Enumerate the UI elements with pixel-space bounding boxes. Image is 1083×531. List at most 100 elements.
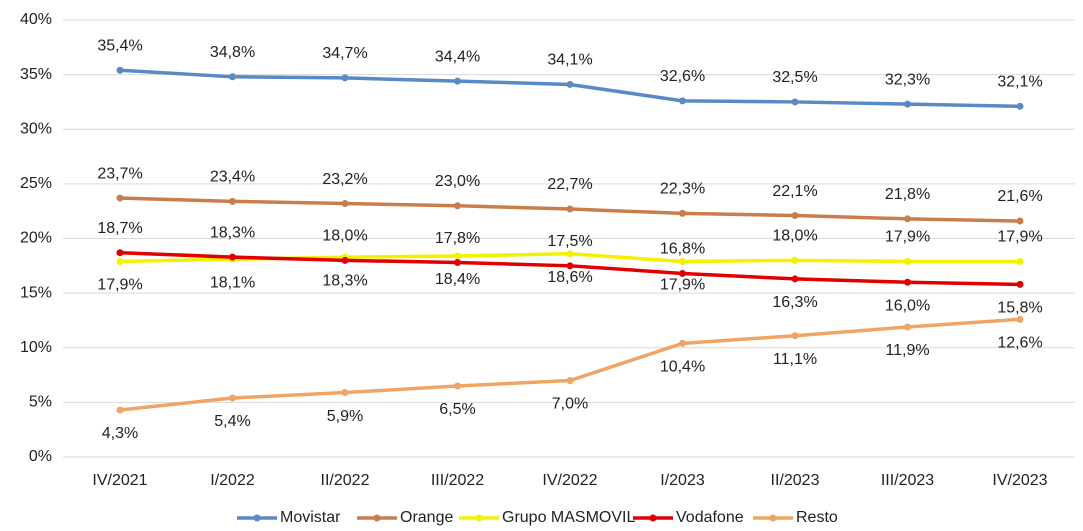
data-label: 35,4% — [97, 37, 142, 54]
data-point — [679, 209, 686, 217]
data-label: 34,7% — [322, 45, 367, 62]
x-tick-label: III/2022 — [431, 472, 484, 489]
data-point — [1016, 102, 1024, 110]
x-tick-label: II/2022 — [321, 472, 370, 489]
y-tick-label: 30% — [20, 120, 52, 137]
data-point — [904, 278, 911, 286]
data-label: 18,1% — [210, 274, 255, 291]
data-label: 16,0% — [885, 297, 930, 314]
legend-label: Movistar — [280, 509, 341, 526]
data-label: 21,6% — [997, 188, 1042, 205]
data-label: 23,7% — [97, 165, 142, 182]
data-point — [454, 252, 461, 260]
data-point — [1016, 257, 1024, 265]
data-point — [566, 80, 574, 88]
data-point — [454, 202, 461, 210]
data-point — [116, 257, 124, 265]
data-label: 18,6% — [547, 269, 592, 286]
data-point — [341, 389, 349, 397]
data-label: 23,0% — [435, 173, 480, 190]
legend-marker — [373, 514, 381, 522]
data-label: 10,4% — [660, 359, 705, 376]
data-label: 4,3% — [102, 425, 138, 442]
data-point — [454, 259, 461, 267]
data-label: 21,8% — [885, 186, 930, 203]
data-label: 18,3% — [322, 272, 367, 289]
data-point — [229, 253, 236, 261]
data-point — [1016, 280, 1024, 288]
x-tick-label: I/2022 — [210, 472, 255, 489]
data-label: 5,4% — [214, 413, 250, 430]
data-point — [791, 212, 799, 220]
data-point — [679, 269, 686, 277]
data-point — [116, 66, 124, 74]
data-label: 18,0% — [772, 228, 817, 245]
data-point — [116, 406, 124, 414]
data-label: 17,9% — [885, 229, 930, 246]
data-label: 6,5% — [439, 401, 475, 418]
y-tick-label: 20% — [20, 230, 52, 247]
data-point — [904, 257, 911, 265]
data-label: 32,1% — [997, 74, 1042, 91]
data-label: 16,8% — [660, 241, 705, 258]
y-tick-label: 35% — [20, 66, 52, 83]
data-label: 32,5% — [772, 69, 817, 86]
data-label: 32,3% — [885, 71, 930, 88]
data-label: 18,3% — [210, 224, 255, 241]
data-point — [116, 249, 124, 257]
data-point — [679, 339, 686, 347]
data-point — [566, 205, 574, 213]
legend-marker — [475, 514, 483, 522]
legend-label: Grupo MASMOVIL — [502, 509, 635, 526]
x-tick-label: IV/2022 — [542, 472, 597, 489]
x-tick-label: I/2023 — [660, 472, 705, 489]
data-label: 18,7% — [97, 220, 142, 237]
data-point — [679, 97, 686, 105]
y-tick-label: 25% — [20, 175, 52, 192]
data-point — [566, 250, 574, 258]
y-tick-label: 10% — [20, 339, 52, 356]
data-label: 34,1% — [547, 52, 592, 69]
data-label: 17,9% — [660, 277, 705, 294]
data-point — [116, 194, 124, 202]
x-tick-label: III/2023 — [881, 472, 934, 489]
data-label: 16,3% — [772, 294, 817, 311]
data-label: 32,6% — [660, 68, 705, 85]
data-label: 22,3% — [660, 181, 705, 198]
data-point — [341, 74, 349, 82]
data-point — [791, 256, 799, 264]
data-label: 17,9% — [97, 277, 142, 294]
data-label: 12,6% — [997, 335, 1042, 352]
data-label: 5,9% — [327, 408, 363, 425]
data-point — [454, 382, 461, 390]
data-label: 22,7% — [547, 176, 592, 193]
data-label: 11,9% — [885, 342, 929, 359]
legend-label: Vodafone — [676, 509, 744, 526]
data-label: 18,0% — [322, 228, 367, 245]
y-tick-label: 40% — [20, 11, 52, 28]
data-label: 17,9% — [997, 229, 1042, 246]
y-tick-label: 0% — [29, 448, 52, 465]
data-label: 23,2% — [322, 171, 367, 188]
data-point — [1016, 315, 1024, 323]
data-label: 15,8% — [997, 300, 1042, 317]
data-point — [454, 77, 461, 85]
data-label: 18,4% — [435, 271, 480, 288]
data-point — [566, 262, 574, 270]
data-label: 23,4% — [210, 169, 255, 186]
data-point — [566, 377, 574, 385]
legend-label: Resto — [796, 509, 838, 526]
data-point — [229, 197, 236, 205]
data-point — [791, 275, 799, 283]
data-label: 7,0% — [552, 396, 588, 413]
data-label: 34,4% — [435, 48, 480, 65]
data-point — [341, 256, 349, 264]
data-point — [791, 332, 799, 340]
data-label: 11,1% — [773, 351, 817, 368]
data-point — [341, 200, 349, 208]
data-label: 17,5% — [547, 233, 592, 250]
data-point — [791, 98, 799, 106]
legend-label: Orange — [400, 509, 453, 526]
data-point — [1016, 217, 1024, 225]
